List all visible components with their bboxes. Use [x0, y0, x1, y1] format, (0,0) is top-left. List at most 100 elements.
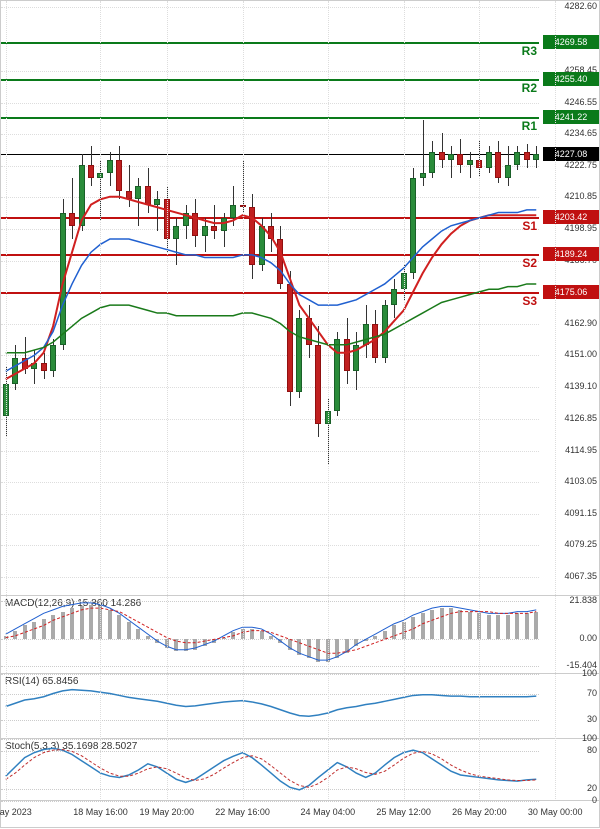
gridline — [1, 387, 539, 388]
macd-bar — [515, 613, 519, 639]
macd-tick: 0.00 — [579, 633, 597, 643]
macd-bar — [23, 625, 27, 639]
gridline-v — [100, 1, 101, 799]
x-tick: 30 May 00:00 — [528, 807, 583, 817]
macd-bar — [269, 636, 273, 639]
stoch-grid — [1, 739, 539, 740]
macd-bar — [525, 613, 529, 639]
macd-bar — [222, 638, 226, 640]
level-badge-r3: 4269.58 — [543, 35, 599, 49]
level-label-r2: R2 — [522, 81, 537, 95]
level-label-r1: R1 — [522, 119, 537, 133]
rsi-tick: 100 — [582, 668, 597, 678]
macd-bar — [146, 636, 150, 639]
x-tick: 17 May 2023 — [0, 807, 32, 817]
macd-bar — [203, 639, 207, 646]
macd-bar — [421, 613, 425, 639]
y-tick: 4198.95 — [564, 223, 597, 233]
macd-bar — [496, 615, 500, 639]
macd-bar — [392, 625, 396, 639]
macd-bar — [534, 612, 538, 640]
stoch-panel: Stoch(5,3,3) 35.1698 28.5027 10080200 — [1, 739, 599, 801]
stoch-label: Stoch(5,3,3) 35.1698 28.5027 — [5, 741, 137, 752]
y-tick: 4103.05 — [564, 476, 597, 486]
gridline-v — [555, 1, 556, 799]
macd-bar — [288, 639, 292, 649]
rsi-grid — [1, 694, 539, 695]
level-badge-s1: 4203.42 — [543, 210, 599, 224]
y-tick: 4079.25 — [564, 539, 597, 549]
macd-bar — [440, 608, 444, 639]
y-tick: 4210.85 — [564, 191, 597, 201]
gridline — [1, 545, 539, 546]
macd-grid — [1, 639, 539, 640]
macd-bar — [307, 639, 311, 658]
macd-bar — [383, 631, 387, 640]
x-axis: 17 May 202318 May 16:0019 May 20:0022 Ma… — [1, 801, 599, 829]
gridline — [1, 577, 539, 578]
level-line-s3 — [1, 292, 539, 294]
macd-bar — [364, 639, 368, 641]
y-tick: 4282.60 — [564, 1, 597, 11]
rsi-label: RSI(14) 65.8456 — [5, 676, 78, 687]
macd-grid — [1, 601, 539, 602]
stoch-grid — [1, 789, 539, 790]
gridline — [1, 482, 539, 483]
gridline-v — [479, 1, 480, 799]
stoch-tick: 20 — [587, 783, 597, 793]
macd-bar — [32, 622, 36, 639]
level-line-r3 — [1, 42, 539, 44]
level-label-s1: S1 — [522, 219, 537, 233]
macd-tick: 21.838 — [569, 595, 597, 605]
macd-panel: MACD(12,26,9) 15.860 14.286 21.8380.00-1… — [1, 596, 599, 674]
macd-bar — [42, 619, 46, 640]
y-tick: 4114.95 — [565, 445, 597, 455]
macd-bar — [193, 639, 197, 649]
macd-bar — [345, 639, 349, 653]
gridline — [1, 451, 539, 452]
y-tick: 4246.55 — [564, 97, 597, 107]
stoch-grid — [1, 751, 539, 752]
rsi-panel: RSI(14) 65.8456 1007030 — [1, 674, 599, 739]
x-tick: 25 May 12:00 — [376, 807, 431, 817]
macd-bar — [89, 605, 93, 640]
macd-bar — [155, 639, 159, 642]
gridline-v — [243, 1, 244, 799]
macd-bar — [458, 610, 462, 639]
x-tick: 19 May 20:00 — [140, 807, 195, 817]
stoch-tick: 100 — [582, 733, 597, 743]
gridline — [1, 7, 539, 8]
macd-bar — [430, 610, 434, 639]
chart-container: 4282.604269.584258.454255.404246.554241.… — [0, 0, 600, 828]
gridline-v — [404, 1, 405, 799]
macd-bar — [449, 608, 453, 639]
level-badge-r2: 4255.40 — [543, 72, 599, 86]
macd-bar — [373, 636, 377, 639]
macd-bar — [260, 631, 264, 640]
main-price-panel: 4282.604269.584258.454255.404246.554241.… — [1, 1, 599, 596]
macd-bar — [174, 639, 178, 651]
macd-bar — [70, 608, 74, 639]
macd-bar — [335, 639, 339, 658]
macd-bar — [136, 629, 140, 639]
current-price-badge: 4227.08 — [543, 147, 599, 161]
ma-overlay — [1, 1, 541, 596]
level-line-r1 — [1, 117, 539, 119]
x-tick: 24 May 04:00 — [301, 807, 356, 817]
macd-bar — [61, 612, 65, 640]
macd-bar — [411, 617, 415, 640]
gridline — [1, 134, 539, 135]
macd-bar — [127, 622, 131, 639]
macd-grid — [1, 666, 539, 667]
macd-bar — [468, 612, 472, 640]
gridline — [1, 419, 539, 420]
macd-bar — [80, 606, 84, 639]
macd-bar — [506, 615, 510, 639]
y-tick: 4139.10 — [564, 381, 597, 391]
macd-bar — [231, 632, 235, 639]
gridline — [1, 71, 539, 72]
y-tick: 4162.90 — [564, 318, 597, 328]
gridline — [1, 261, 539, 262]
y-tick: 4091.15 — [564, 508, 597, 518]
stoch-tick: 80 — [587, 745, 597, 755]
